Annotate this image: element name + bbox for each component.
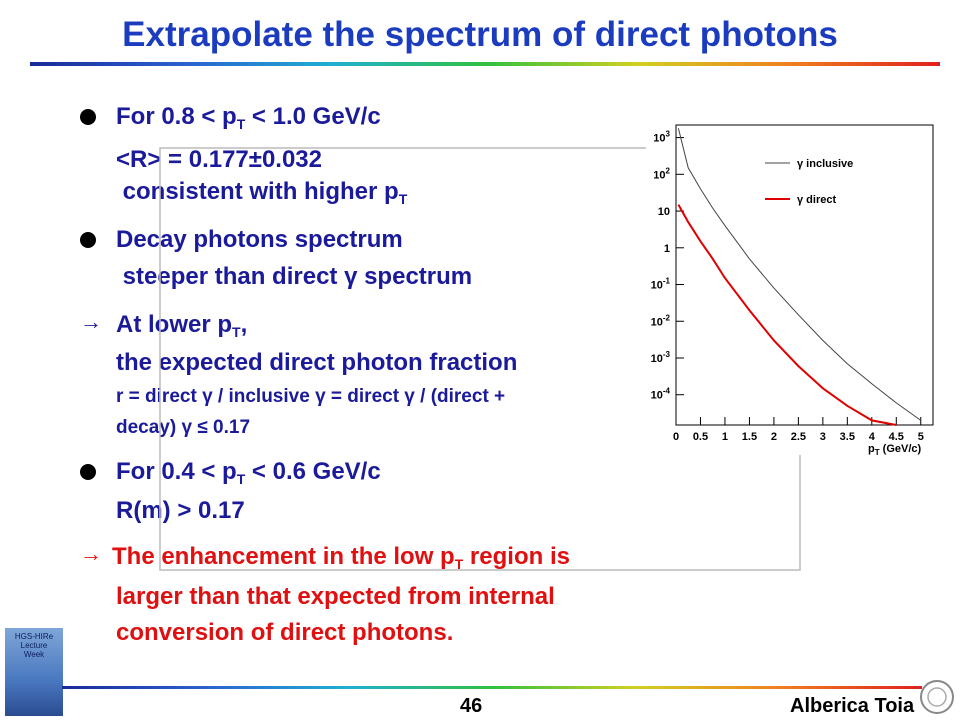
x-axis-label-part: T (875, 448, 880, 457)
text-line: the expected direct photon fraction (116, 349, 518, 376)
chart-panel (646, 115, 960, 455)
text-line: For 0.4 < pT < 0.6 GeV/c (116, 458, 381, 487)
logo-text: Lecture (20, 641, 48, 650)
slide-title: Extrapolate the spectrum of direct photo… (122, 15, 838, 54)
text-line: conversion of direct photons. (116, 619, 454, 646)
x-tick-label: 3 (820, 431, 826, 443)
x-tick-label: 2.5 (791, 431, 806, 443)
y-tick-label: 10-4 (651, 387, 671, 402)
x-axis-label-part: (GeV/c) (880, 443, 922, 455)
legend-label: γ direct (797, 194, 836, 206)
text-line: r = direct γ / inclusive γ = direct γ / … (116, 386, 506, 407)
text-line: At lower pT, (116, 311, 248, 340)
page-number: 46 (460, 695, 483, 717)
author: Alberica Toia (790, 695, 915, 717)
footer-rule (62, 686, 922, 689)
y-tick-label: 103 (653, 130, 670, 145)
text-line: <R> = 0.177±0.032 (116, 146, 323, 173)
y-tick-label: 102 (653, 166, 670, 181)
arrow-marker: → (80, 309, 102, 334)
logo: HGS-HIRe Lecture Week (5, 628, 63, 716)
bullet (80, 232, 96, 248)
legend-label: γ inclusive (797, 158, 853, 170)
series-line (677, 128, 922, 421)
cern-logo (920, 680, 954, 714)
x-tick-label: 2 (771, 431, 777, 443)
logo-text: Week (23, 650, 45, 659)
y-tick-label: 10-1 (651, 277, 671, 292)
x-tick-label: 4 (869, 431, 876, 443)
x-tick-label: 3.5 (840, 431, 855, 443)
text-line: steeper than direct γ spectrum (116, 263, 473, 290)
bullet (80, 464, 96, 480)
title-rule (30, 62, 940, 66)
text-line: For 0.8 < pT < 1.0 GeV/c (116, 103, 381, 132)
x-tick-label: 0.5 (693, 431, 708, 443)
text-line: larger than that expected from internal (116, 583, 555, 610)
text-line: Decay photons spectrum (116, 226, 403, 253)
y-tick-label: 10-2 (651, 313, 671, 328)
y-tick-label: 1 (664, 243, 670, 255)
text-line: The enhancement in the low pT region is (112, 543, 570, 572)
logo-text: HGS-HIRe (14, 632, 54, 641)
arrow-marker: → (80, 541, 102, 566)
x-axis-label: pT (GeV/c) (868, 443, 922, 457)
bullet (80, 109, 96, 125)
y-tick-label: 10 (658, 206, 670, 218)
text-line: decay) γ ≤ 0.17 (116, 417, 251, 438)
x-axis-label-part: p (868, 443, 875, 455)
x-tick-label: 1 (722, 431, 728, 443)
x-tick-label: 5 (918, 431, 924, 443)
plot-frame (675, 124, 934, 426)
y-tick-label: 10-3 (651, 350, 671, 365)
x-tick-label: 1.5 (742, 431, 757, 443)
x-tick-label: 4.5 (889, 431, 904, 443)
x-tick-label: 0 (673, 431, 679, 443)
series-line (677, 204, 897, 426)
text-line: consistent with higher pT (116, 178, 408, 207)
text-line: R(m) > 0.17 (116, 497, 245, 524)
